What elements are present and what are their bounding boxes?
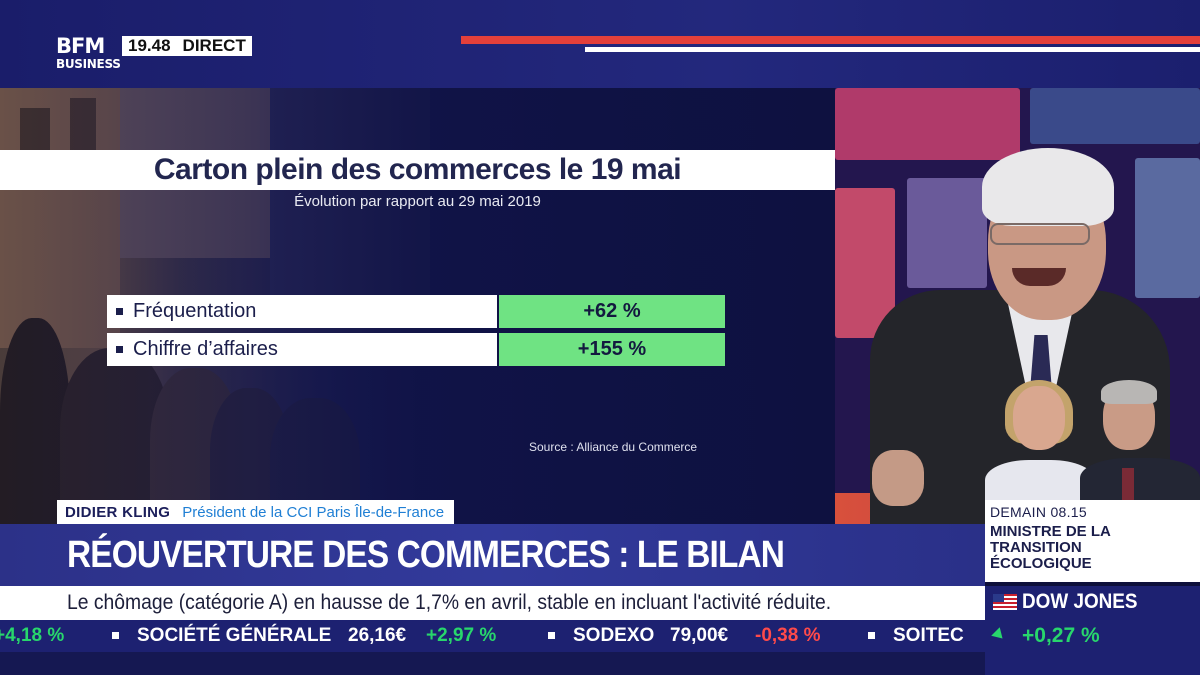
headline: RÉOUVERTURE DES COMMERCES : LE BILAN: [67, 534, 785, 576]
live-clock: 19.48 DIRECT: [122, 36, 252, 56]
next-show-time: DEMAIN 08.15: [990, 504, 1087, 520]
chart-title: Carton plein des commerces le 19 mai: [153, 153, 682, 186]
separator-icon: [548, 632, 555, 639]
logo-line2: BUSINESS: [56, 57, 121, 71]
row-label: Chiffre d’affaires: [107, 333, 497, 366]
stock-change: +4,18 %: [0, 625, 65, 646]
header-stripe-white: [585, 47, 1200, 52]
logo-line1: BFM: [56, 34, 105, 58]
chart-source: Source : Alliance du Commerce: [529, 440, 698, 454]
market-change: +0,27 %: [1022, 624, 1100, 647]
next-show-guests: [985, 380, 1200, 500]
row-label: Fréquentation: [107, 295, 497, 328]
clock-time: 19.48: [128, 36, 171, 55]
separator-icon: [868, 632, 875, 639]
row-value: +155 %: [499, 333, 725, 366]
stock-change: -0,38 %: [755, 625, 821, 646]
news-ticker: Le chômage (catégorie A) en hausse de 1,…: [0, 586, 985, 620]
stock-ticker: +4,18 % SOCIÉTÉ GÉNÉRALE 26,16€ +2,97 % …: [0, 620, 985, 652]
row-label-text: Chiffre d’affaires: [133, 338, 278, 360]
guest-role: Président de la CCI Paris Île-de-France: [182, 503, 445, 521]
market-index: DOW JONES: [1022, 590, 1138, 613]
channel-logo: BFM BUSINESS: [56, 34, 121, 71]
stock-name: SOITEC: [893, 625, 964, 646]
market-box: [985, 586, 1200, 675]
stock-price: 79,00€: [670, 625, 729, 646]
stock-name: SOCIÉTÉ GÉNÉRALE: [137, 625, 332, 646]
stock-price: 26,16€: [348, 625, 407, 646]
bullet-icon: [116, 346, 123, 353]
chart-title-bar: Carton plein des commerces le 19 mai: [0, 150, 835, 190]
bullet-icon: [116, 308, 123, 315]
next-show-title: MINISTRE DE LA TRANSITION ÉCOLOGIQUE: [990, 523, 1111, 572]
row-label-text: Fréquentation: [133, 300, 257, 322]
footer-bar: [0, 652, 985, 675]
guest-name: DIDIER KLING: [65, 503, 171, 521]
separator-icon: [112, 632, 119, 639]
chart-subtitle: Évolution par rapport au 29 mai 2019: [294, 193, 541, 210]
row-value: +62 %: [499, 295, 725, 328]
news-ticker-text: Le chômage (catégorie A) en hausse de 1,…: [67, 591, 832, 614]
header-stripe-red: [461, 36, 1200, 44]
stock-name: SODEXO: [573, 625, 655, 646]
headline-bar: RÉOUVERTURE DES COMMERCES : LE BILAN: [0, 524, 985, 586]
live-label: DIRECT: [182, 36, 246, 55]
stock-change: +2,97 %: [426, 625, 497, 646]
guest-tag: DIDIER KLING Président de la CCI Paris Î…: [57, 500, 455, 524]
next-show-card: DEMAIN 08.15 MINISTRE DE LA TRANSITION É…: [985, 500, 1200, 582]
us-flag-icon: [993, 594, 1017, 610]
